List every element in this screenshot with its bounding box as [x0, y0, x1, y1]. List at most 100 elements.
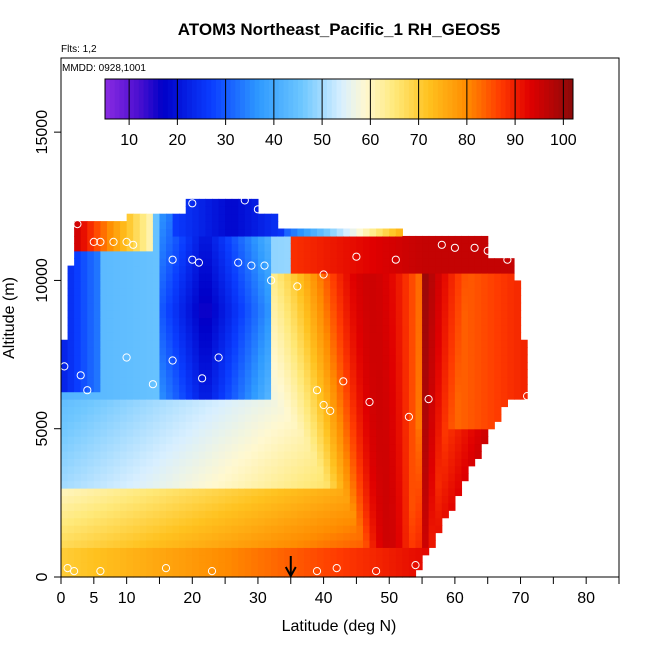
heatmap-cell — [172, 488, 180, 497]
heatmap-cell — [336, 480, 344, 489]
heatmap-cell — [494, 273, 502, 282]
heatmap-cell — [80, 458, 88, 467]
heatmap-cell — [172, 458, 180, 467]
heatmap-cell — [146, 250, 154, 259]
heatmap-cell — [343, 354, 351, 363]
heatmap-cell — [185, 324, 193, 333]
heatmap-cell — [428, 361, 436, 370]
heatmap-cell — [244, 539, 252, 548]
heatmap-cell — [317, 339, 325, 348]
heatmap-cell — [139, 339, 147, 348]
heatmap-cell — [225, 265, 233, 274]
heatmap-cell — [80, 488, 88, 497]
colorbar-segment — [109, 79, 116, 119]
heatmap-cell — [146, 458, 154, 467]
heatmap-cell — [290, 473, 298, 482]
heatmap-cell — [185, 287, 193, 296]
heatmap-cell — [362, 554, 371, 563]
heatmap-cell — [277, 539, 285, 548]
heatmap-cell — [166, 569, 174, 578]
heatmap-cell — [179, 421, 187, 430]
heatmap-cell — [238, 465, 246, 474]
heatmap-cell — [192, 458, 200, 467]
heatmap-cell — [179, 243, 187, 252]
heatmap-cell — [113, 369, 121, 378]
heatmap-cell — [218, 421, 226, 430]
heatmap-cell — [356, 273, 364, 282]
heatmap-cell — [454, 361, 463, 370]
heatmap-cell — [225, 361, 233, 370]
heatmap-cell — [284, 384, 292, 393]
heatmap-cell — [330, 302, 338, 311]
heatmap-cell — [494, 258, 502, 267]
heatmap-cell — [100, 436, 108, 445]
heatmap-cell — [225, 421, 233, 430]
heatmap-cell — [106, 436, 115, 445]
heatmap-cell — [192, 213, 200, 222]
heatmap-cell — [152, 465, 161, 474]
heatmap-cell — [251, 428, 259, 437]
heatmap-cell — [205, 554, 213, 563]
flight-point — [214, 353, 223, 362]
heatmap-cell — [323, 539, 331, 548]
heatmap-cell — [369, 376, 377, 385]
heatmap-cell — [395, 517, 403, 526]
heatmap-cell — [441, 502, 449, 511]
heatmap-cell — [211, 287, 220, 296]
heatmap-cell — [80, 547, 88, 556]
heatmap-cell — [67, 421, 75, 430]
colorbar-segment — [524, 79, 531, 119]
heatmap-cell — [218, 569, 226, 578]
heatmap-cell — [106, 324, 115, 333]
heatmap-cell — [244, 317, 252, 326]
heatmap-cell — [382, 369, 390, 378]
heatmap-cell — [87, 436, 95, 445]
heatmap-cell — [402, 369, 410, 378]
colorbar-tick-label: 80 — [458, 132, 476, 149]
heatmap-cell — [120, 539, 128, 548]
heatmap-cell — [126, 421, 134, 430]
heatmap-cell — [402, 539, 410, 548]
heatmap-cell — [179, 554, 187, 563]
heatmap-cell — [225, 324, 233, 333]
heatmap-cell — [264, 332, 272, 341]
heatmap-cell — [93, 502, 101, 511]
heatmap-cell — [238, 324, 246, 333]
heatmap-cell — [120, 354, 128, 363]
heatmap-cell — [461, 295, 469, 304]
heatmap-cell — [494, 339, 502, 348]
heatmap-cell — [87, 310, 95, 319]
heatmap-cell — [474, 250, 482, 259]
heatmap-cell — [192, 287, 200, 296]
heatmap-cell — [487, 332, 495, 341]
heatmap-cell — [126, 302, 134, 311]
heatmap-cell — [100, 510, 108, 519]
heatmap-cell — [225, 235, 233, 244]
heatmap-cell — [87, 391, 95, 400]
heatmap-cell — [166, 273, 174, 282]
heatmap-cell — [74, 488, 82, 497]
heatmap-cell — [211, 465, 220, 474]
heatmap-cell — [74, 450, 82, 459]
heatmap-cell — [513, 317, 522, 326]
heatmap-cell — [513, 339, 522, 348]
heatmap-cell — [382, 502, 390, 511]
heatmap-cell — [244, 347, 252, 356]
heatmap-cell — [271, 347, 279, 356]
flight-point — [312, 567, 322, 576]
heatmap-cell — [389, 443, 397, 452]
heatmap-cell — [87, 273, 95, 282]
heatmap-cell — [172, 562, 180, 571]
heatmap-cell — [500, 310, 508, 319]
heatmap-cell — [192, 369, 200, 378]
heatmap-cell — [303, 488, 312, 497]
heatmap-cell — [93, 428, 101, 437]
heatmap-cell — [185, 421, 193, 430]
heatmap-cell — [474, 421, 482, 430]
heatmap-cell — [349, 413, 358, 422]
heatmap-cell — [441, 361, 449, 370]
heatmap-cell — [422, 235, 430, 244]
heatmap-cell — [152, 339, 161, 348]
heatmap-cell — [106, 295, 115, 304]
heatmap-cell — [441, 369, 449, 378]
